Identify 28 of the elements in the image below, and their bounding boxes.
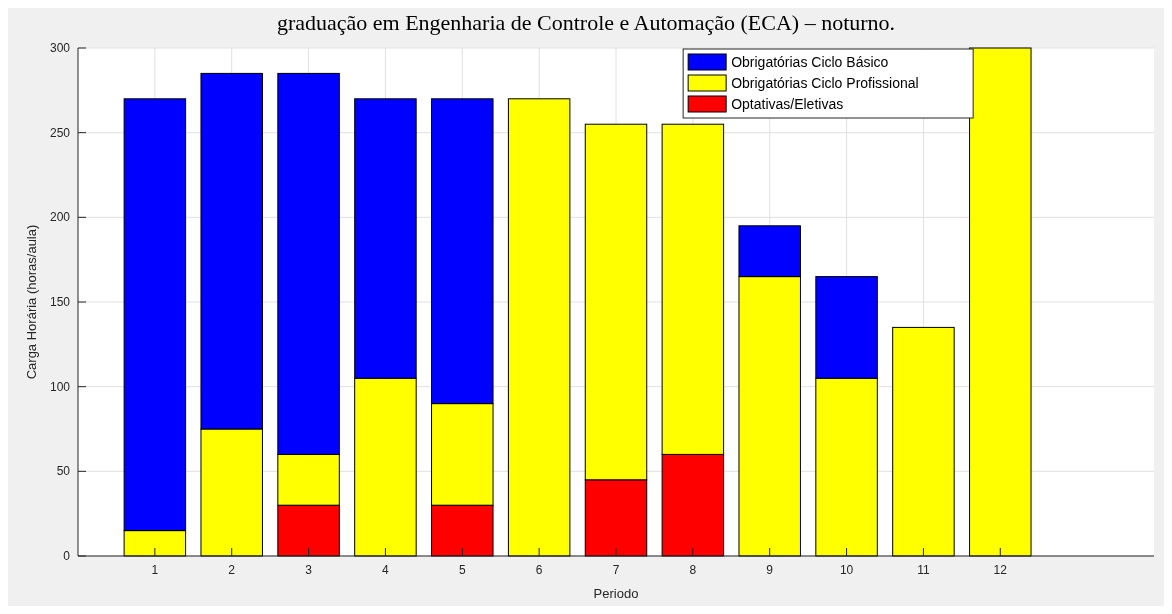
chart-title: graduação em Engenharia de Controle e Automação (ECA) – noturno. [276,10,896,35]
legend-label: Optativas/Eletivas [731,96,844,112]
legend-label: Obrigatórias Ciclo Profissional [731,75,919,91]
x-tick-label: 3 [305,563,313,577]
x-tick-label: 10 [839,563,854,577]
x-tick-label: 12 [993,563,1008,577]
legend-label: Obrigatórias Ciclo Básico [731,54,889,70]
x-tick-label: 6 [535,563,543,577]
x-tick-label: 9 [766,563,774,577]
y-tick-label: 0 [63,549,71,563]
x-tick-label: 4 [382,563,390,577]
x-tick-label: 1 [151,563,159,577]
x-tick-label: 7 [612,563,620,577]
x-tick-label: 5 [458,563,466,577]
x-tick-label: 8 [689,563,697,577]
bar [892,326,955,557]
y-tick-label: 200 [49,210,71,225]
x-tick-label: 11 [917,563,930,577]
y-tick-label: 300 [49,41,71,55]
y-tick-label: 150 [49,295,71,309]
y-tick-label: 100 [49,379,71,394]
y-tick-label: 250 [49,125,71,140]
bar [507,98,571,557]
bar [969,47,1032,557]
y-tick-label: 50 [56,464,71,479]
x-axis-title: Periodo [593,586,639,601]
x-tick-label: 2 [228,563,236,577]
y-axis-title: Carga Horária (horas/aula) [24,224,39,380]
